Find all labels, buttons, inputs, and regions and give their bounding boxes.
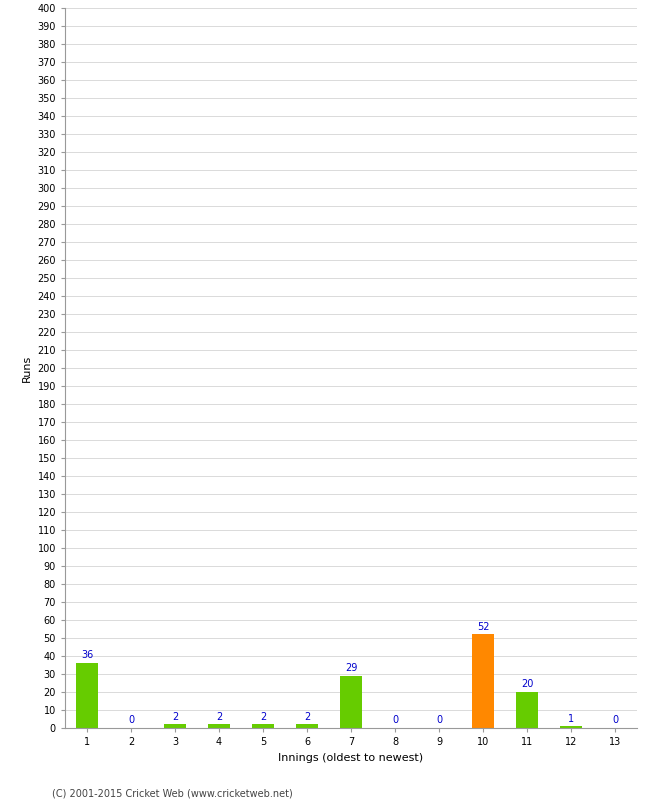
Text: 2: 2 bbox=[260, 712, 266, 722]
Text: 2: 2 bbox=[216, 712, 222, 722]
Bar bbox=[164, 725, 186, 728]
Text: 20: 20 bbox=[521, 679, 533, 690]
Bar bbox=[472, 634, 494, 728]
Text: 29: 29 bbox=[344, 663, 358, 673]
Text: 1: 1 bbox=[568, 714, 574, 723]
Bar bbox=[340, 676, 362, 728]
Bar bbox=[560, 726, 582, 728]
Bar bbox=[296, 725, 318, 728]
Bar bbox=[252, 725, 274, 728]
Text: 0: 0 bbox=[436, 715, 442, 726]
Bar bbox=[516, 692, 538, 728]
Text: 0: 0 bbox=[612, 715, 618, 726]
Y-axis label: Runs: Runs bbox=[22, 354, 32, 382]
Text: 2: 2 bbox=[304, 712, 310, 722]
Text: 52: 52 bbox=[476, 622, 489, 632]
Bar bbox=[76, 663, 98, 728]
Bar bbox=[208, 725, 230, 728]
Text: 0: 0 bbox=[128, 715, 134, 726]
X-axis label: Innings (oldest to newest): Innings (oldest to newest) bbox=[278, 753, 424, 762]
Text: (C) 2001-2015 Cricket Web (www.cricketweb.net): (C) 2001-2015 Cricket Web (www.cricketwe… bbox=[52, 788, 292, 798]
Text: 0: 0 bbox=[392, 715, 398, 726]
Text: 36: 36 bbox=[81, 650, 93, 661]
Text: 2: 2 bbox=[172, 712, 178, 722]
